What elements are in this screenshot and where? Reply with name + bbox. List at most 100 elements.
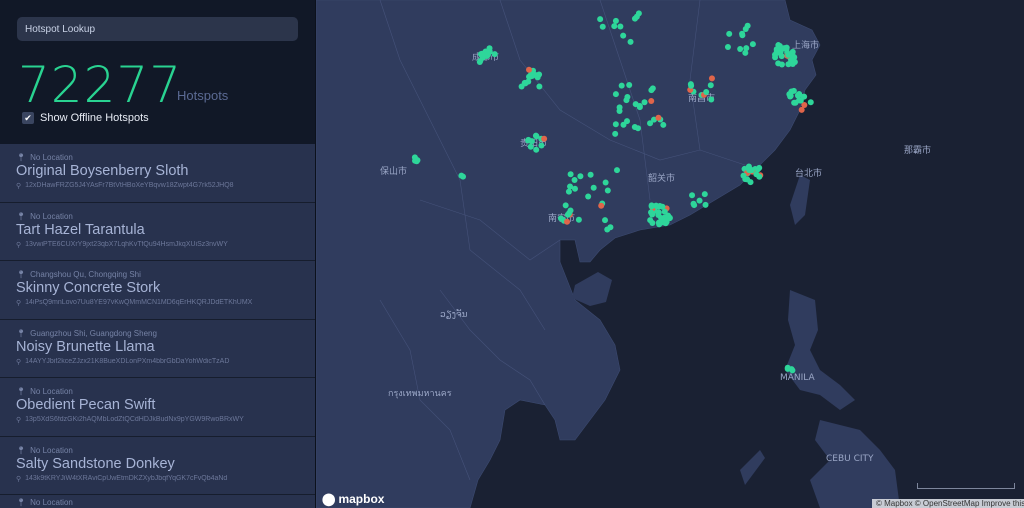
hotspot-dot[interactable] <box>617 23 624 30</box>
hotspot-dot[interactable] <box>742 26 749 33</box>
hotspot-dot[interactable] <box>575 216 582 223</box>
hotspot-list-item[interactable]: 📍︎ No Location <box>0 495 315 508</box>
hotspot-dot[interactable] <box>479 50 486 57</box>
hotspot-dot[interactable] <box>486 48 493 55</box>
hotspot-dot[interactable] <box>533 133 540 140</box>
hotspot-dot[interactable] <box>747 179 754 186</box>
hotspot-dot[interactable] <box>647 120 654 127</box>
hotspot-dot[interactable] <box>649 85 656 92</box>
hotspot-dot[interactable] <box>784 364 791 371</box>
hotspot-dot[interactable] <box>557 215 564 222</box>
show-offline-toggle[interactable]: ✔ Show Offline Hotspots <box>22 112 149 124</box>
offline-hotspot-dot[interactable] <box>526 66 533 73</box>
hotspot-dot[interactable] <box>641 99 648 106</box>
mapbox-logo[interactable]: ⬤ mapbox <box>322 492 385 506</box>
hotspot-list-item[interactable]: 📍︎ Changshou Qu, Chongqing Shi Skinny Con… <box>0 261 315 320</box>
hotspot-dot[interactable] <box>743 45 750 52</box>
hotspot-dot[interactable] <box>636 104 643 111</box>
hotspot-dot[interactable] <box>749 41 756 48</box>
hotspot-dot[interactable] <box>739 30 746 37</box>
hotspot-dot[interactable] <box>666 215 673 222</box>
offline-hotspot-dot[interactable] <box>801 101 808 108</box>
hotspot-dot[interactable] <box>612 121 619 128</box>
hotspot-dot[interactable] <box>602 217 609 224</box>
hotspot-dot[interactable] <box>613 167 620 174</box>
hotspot-dot[interactable] <box>807 99 814 106</box>
hotspot-dot[interactable] <box>789 48 796 55</box>
hotspot-dot[interactable] <box>599 23 606 30</box>
hotspot-dot[interactable] <box>796 91 803 98</box>
hotspot-dot[interactable] <box>785 61 792 68</box>
hotspot-dot[interactable] <box>627 38 634 45</box>
hotspot-dot[interactable] <box>571 176 578 183</box>
hotspot-dot[interactable] <box>724 43 731 50</box>
hotspot-list-item[interactable]: 📍︎ No Location Salty Sandstone Donkey ⚲ 14… <box>0 436 315 495</box>
hotspot-dot[interactable] <box>655 219 662 226</box>
hotspot-dot[interactable] <box>525 137 532 144</box>
hotspot-dot[interactable] <box>631 124 638 131</box>
hotspot-dot[interactable] <box>773 48 780 55</box>
offline-hotspot-dot[interactable] <box>564 218 571 225</box>
checkbox-checked-icon[interactable]: ✔ <box>22 112 34 124</box>
hotspot-dot[interactable] <box>748 167 755 174</box>
hotspot-dot[interactable] <box>527 143 534 150</box>
hotspot-dot[interactable] <box>624 94 631 101</box>
hotspot-dot[interactable] <box>587 171 594 178</box>
hotspot-dot[interactable] <box>460 173 467 180</box>
hotspot-dot[interactable] <box>778 61 785 68</box>
map[interactable]: 成都市贵阳市南宁市韶关市南昌市上海市台北市那霸市保山市ວຽງຈັນกรุงเทพ… <box>316 0 1024 508</box>
hotspot-dot[interactable] <box>611 23 618 30</box>
hotspot-dot[interactable] <box>662 217 669 224</box>
hotspot-dot[interactable] <box>649 219 656 226</box>
hotspot-list-item[interactable]: 📍︎ No Location Tart Hazel Tarantula ⚲ 13vw… <box>0 202 315 261</box>
hotspot-dot[interactable] <box>577 173 584 180</box>
hotspot-dot[interactable] <box>648 203 655 210</box>
hotspot-dot[interactable] <box>740 172 747 179</box>
hotspot-dot[interactable] <box>696 197 703 204</box>
hotspot-dot[interactable] <box>602 179 609 186</box>
hotspot-dot[interactable] <box>801 93 808 100</box>
hotspot-dot[interactable] <box>571 185 578 192</box>
hotspot-dot[interactable] <box>791 99 798 106</box>
hotspot-dot[interactable] <box>783 46 790 53</box>
hotspot-dot[interactable] <box>597 16 604 23</box>
map-attribution[interactable]: © Mapbox © OpenStreetMap Improve this ma… <box>872 499 1024 508</box>
hotspot-dot[interactable] <box>787 92 794 99</box>
hotspot-dot[interactable] <box>567 171 574 178</box>
hotspot-dot[interactable] <box>785 51 792 58</box>
hotspot-dot[interactable] <box>565 188 572 195</box>
hotspot-dot[interactable] <box>708 96 715 103</box>
hotspot-dot[interactable] <box>703 88 710 95</box>
hotspot-dot[interactable] <box>655 203 662 210</box>
hotspot-dot[interactable] <box>585 193 592 200</box>
hotspot-dot[interactable] <box>533 146 540 153</box>
hotspot-dot[interactable] <box>590 184 597 191</box>
hotspot-dot[interactable] <box>616 107 623 114</box>
hotspot-dot[interactable] <box>612 130 619 137</box>
hotspot-dot[interactable] <box>536 71 543 78</box>
hotspot-dot[interactable] <box>701 191 708 198</box>
hotspot-dot[interactable] <box>413 158 420 165</box>
hotspot-dot[interactable] <box>624 118 631 125</box>
hotspot-dot[interactable] <box>648 209 655 216</box>
hotspot-dot[interactable] <box>688 82 695 89</box>
hotspot-dot[interactable] <box>522 80 529 87</box>
hotspot-dot[interactable] <box>775 42 782 49</box>
offline-hotspot-dot[interactable] <box>708 75 715 82</box>
hotspot-dot[interactable] <box>737 45 744 52</box>
hotspot-dot[interactable] <box>562 202 569 209</box>
hotspot-dot[interactable] <box>620 32 627 39</box>
hotspot-dot[interactable] <box>526 73 533 80</box>
hotspot-search-input[interactable] <box>17 17 298 41</box>
hotspot-dot[interactable] <box>632 101 639 108</box>
hotspot-dot[interactable] <box>702 201 709 208</box>
hotspot-list-item[interactable]: 📍︎ Guangzhou Shi, Guangdong Sheng Noisy B… <box>0 319 315 378</box>
offline-hotspot-dot[interactable] <box>648 97 655 104</box>
hotspot-dot[interactable] <box>626 82 633 89</box>
hotspot-dot[interactable] <box>707 82 714 89</box>
hotspot-dot[interactable] <box>618 82 625 89</box>
offline-hotspot-dot[interactable] <box>541 135 548 142</box>
hotspot-dot[interactable] <box>742 49 749 56</box>
hotspot-dot[interactable] <box>566 209 573 216</box>
hotspot-dot[interactable] <box>660 121 667 128</box>
